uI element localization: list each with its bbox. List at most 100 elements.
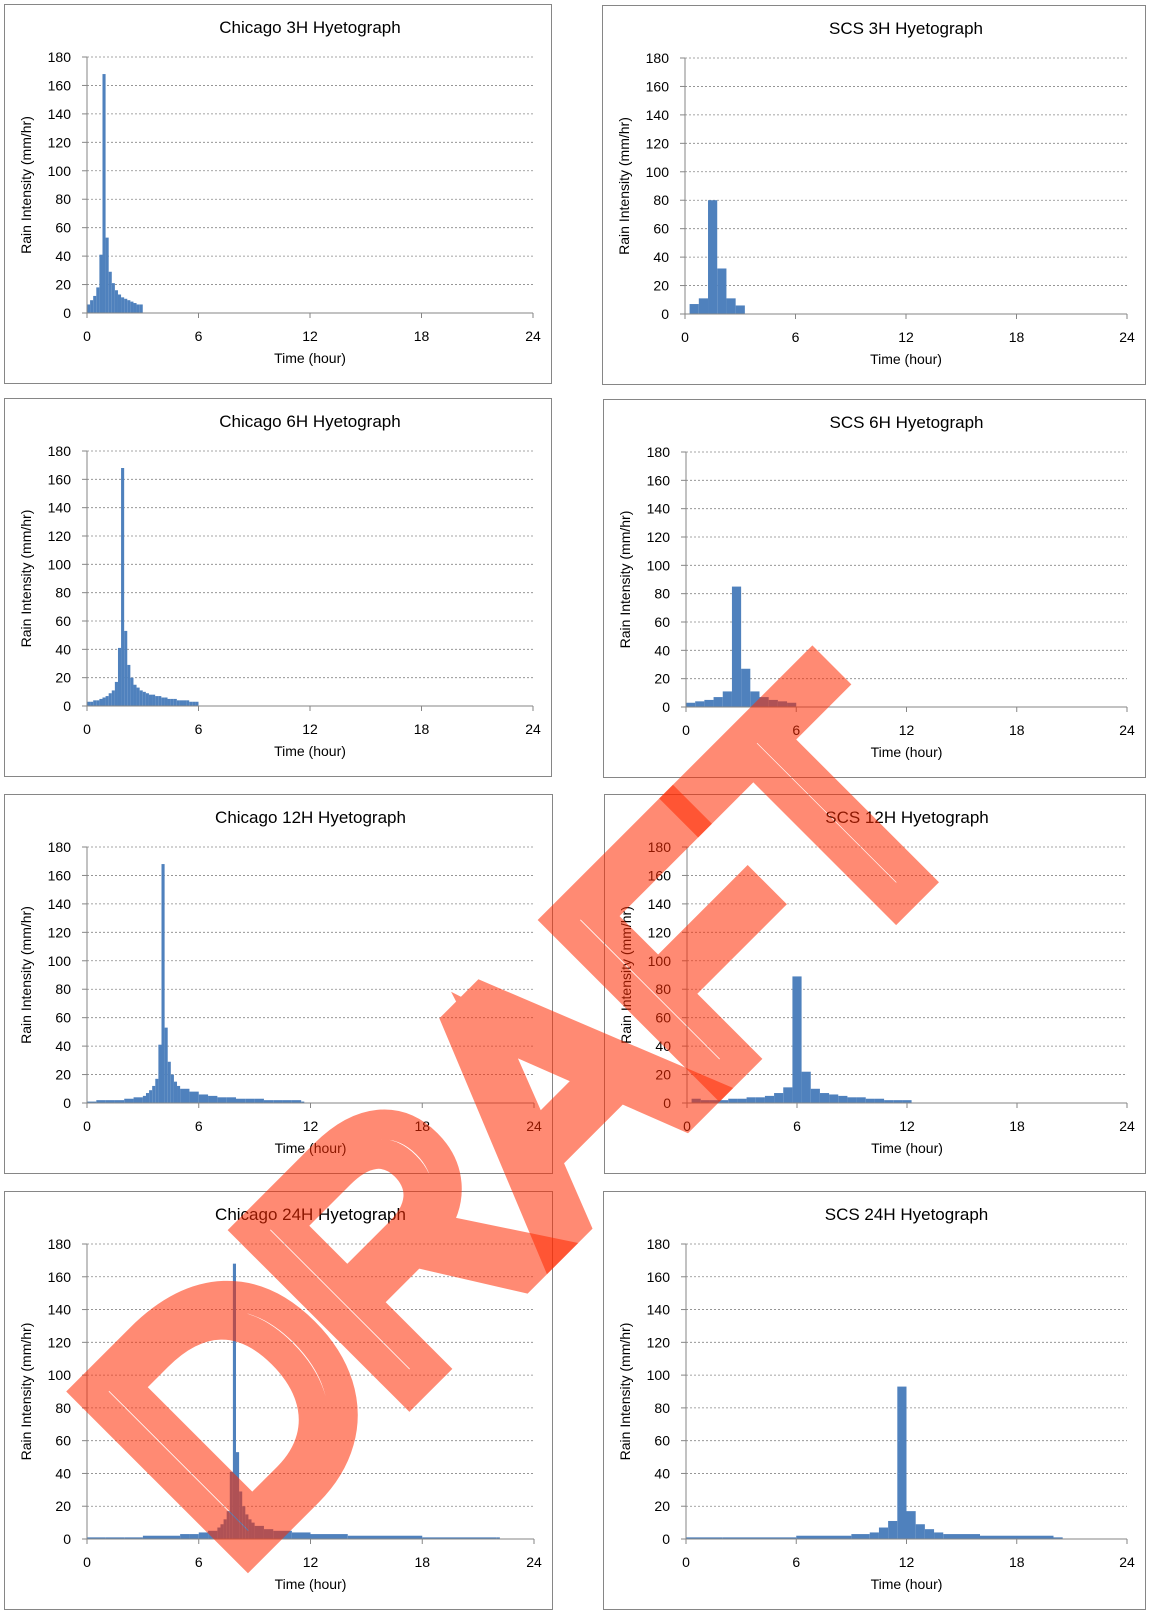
y-tick-label: 100 xyxy=(48,953,72,969)
bar xyxy=(161,1535,181,1539)
bar xyxy=(906,1511,916,1539)
chart-title: SCS 24H Hyetograph xyxy=(825,1205,988,1224)
bar xyxy=(695,701,705,707)
bar xyxy=(273,1100,283,1103)
x-axis-label: Time (hour) xyxy=(870,351,942,367)
bar xyxy=(251,1522,255,1539)
bar xyxy=(236,1452,240,1539)
y-tick-label: 120 xyxy=(647,1334,671,1350)
bar xyxy=(111,283,115,313)
y-tick-label: 140 xyxy=(48,896,72,912)
y-axis-label: Rain Intensity (mm/hr) xyxy=(617,511,633,649)
x-axis-label: Time (hour) xyxy=(275,1140,347,1156)
bar xyxy=(254,1098,264,1103)
bar xyxy=(192,701,196,706)
bar xyxy=(829,1094,839,1103)
bar xyxy=(124,298,128,313)
bar xyxy=(245,1098,255,1103)
bar xyxy=(152,1085,156,1103)
bar xyxy=(198,1094,209,1103)
y-tick-label: 60 xyxy=(655,1010,671,1026)
x-tick-label: 24 xyxy=(526,1118,542,1134)
bar xyxy=(124,1537,143,1539)
y-tick-label: 160 xyxy=(648,867,672,883)
bar xyxy=(173,698,177,706)
y-tick-label: 160 xyxy=(48,471,72,487)
y-tick-label: 80 xyxy=(654,1400,670,1416)
bar xyxy=(189,1091,199,1103)
x-tick-label: 18 xyxy=(414,1554,430,1570)
x-tick-label: 24 xyxy=(525,721,541,737)
bar xyxy=(158,1044,162,1103)
bar xyxy=(496,1537,500,1539)
bar xyxy=(915,1524,925,1539)
bar xyxy=(713,697,723,707)
y-tick-label: 0 xyxy=(661,306,669,322)
y-tick-label: 140 xyxy=(647,501,671,517)
bar xyxy=(114,1100,125,1103)
bar xyxy=(755,1097,765,1103)
bar xyxy=(759,1537,797,1539)
bar xyxy=(142,1535,162,1539)
bar xyxy=(195,701,199,706)
bar xyxy=(245,1514,249,1539)
bar xyxy=(698,298,709,314)
x-tick-label: 18 xyxy=(414,328,430,344)
x-tick-label: 12 xyxy=(899,1118,915,1134)
bar xyxy=(833,1535,852,1539)
y-tick-label: 0 xyxy=(662,699,670,715)
bar xyxy=(709,1100,720,1103)
bar xyxy=(105,1100,115,1103)
x-tick-label: 6 xyxy=(792,329,800,345)
bar xyxy=(130,677,134,706)
y-tick-label: 80 xyxy=(55,191,71,207)
bar xyxy=(170,698,174,706)
x-tick-label: 6 xyxy=(792,1554,800,1570)
bar xyxy=(310,1534,348,1539)
bar xyxy=(87,304,91,313)
x-tick-label: 0 xyxy=(683,1118,691,1134)
x-tick-label: 6 xyxy=(195,328,203,344)
x-tick-label: 6 xyxy=(792,722,800,738)
x-axis-label: Time (hour) xyxy=(871,1576,943,1592)
bar xyxy=(105,1537,125,1539)
y-tick-label: 40 xyxy=(55,248,71,264)
bar xyxy=(239,1491,243,1539)
y-tick-label: 40 xyxy=(655,1038,671,1054)
x-tick-label: 6 xyxy=(195,1118,203,1134)
y-tick-label: 180 xyxy=(648,839,672,855)
y-tick-label: 80 xyxy=(653,192,669,208)
y-tick-label: 140 xyxy=(48,500,72,516)
chart-panel: SCS 6H Hyetograph 0 20 40 60 80 100 120 140 160 18… xyxy=(603,399,1146,778)
bar xyxy=(217,1097,227,1103)
y-tick-label: 40 xyxy=(654,642,670,658)
bar xyxy=(700,1100,710,1103)
y-tick-label: 140 xyxy=(48,106,72,122)
bar xyxy=(208,1095,218,1103)
y-tick-label: 80 xyxy=(55,1400,71,1416)
bar xyxy=(856,1097,866,1103)
bar xyxy=(719,1100,729,1103)
bar xyxy=(155,696,159,706)
bar xyxy=(691,1098,701,1103)
y-tick-label: 160 xyxy=(48,77,72,93)
x-axis-label: Time (hour) xyxy=(274,743,346,759)
bar xyxy=(186,700,190,706)
x-axis-label: Time (hour) xyxy=(275,1576,347,1592)
bar xyxy=(741,668,751,707)
y-tick-label: 80 xyxy=(655,981,671,997)
y-tick-label: 20 xyxy=(55,277,71,293)
bar xyxy=(708,200,718,314)
y-tick-label: 20 xyxy=(654,671,670,687)
x-tick-label: 18 xyxy=(1009,1118,1025,1134)
bar xyxy=(726,298,736,314)
bar xyxy=(99,254,103,313)
x-tick-label: 18 xyxy=(1009,1554,1025,1570)
y-tick-label: 40 xyxy=(653,249,669,265)
y-tick-label: 120 xyxy=(48,924,72,940)
y-axis-label: Rain Intensity (mm/hr) xyxy=(616,117,632,255)
y-tick-label: 160 xyxy=(646,78,670,94)
chart-panel: Chicago 12H Hyetograph 0 20 40 60 80 100 120 140… xyxy=(4,794,553,1174)
bar xyxy=(722,1537,760,1539)
bar xyxy=(208,1530,218,1539)
